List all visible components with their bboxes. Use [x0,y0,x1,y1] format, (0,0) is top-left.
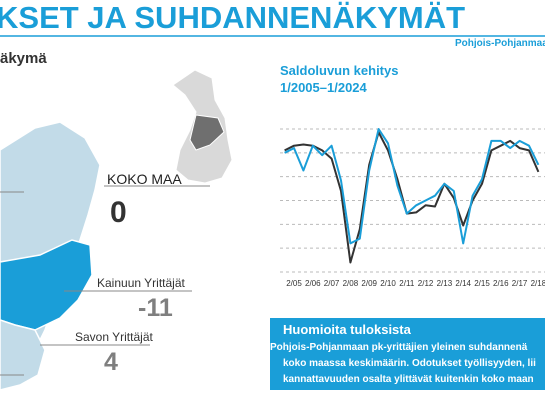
section-title: äkymä [0,50,47,67]
x-tick-label: 2/12 [418,279,434,288]
x-tick-label: 2/18 [531,279,545,288]
region-map [0,121,101,391]
x-tick-label: 2/08 [343,279,359,288]
series-group [284,128,540,264]
plot: 2/05 2/06 2/07 2/08 2/09 2/10 2/11 2/12 2/13 2/14… [280,128,545,288]
x-tick-label: 2/09 [361,279,377,288]
series-line [284,131,540,264]
finland-inset [172,69,233,184]
map-label: Kainuun Yrittäjät [97,276,186,290]
x-tick-label: 2/15 [474,279,490,288]
region-label: Pohjois-Pohjanmaan [455,38,545,49]
map-value: 0 [110,196,127,229]
page-title: KSET JA SUHDANNENÄKYMÄT [0,0,465,35]
notes-title: Huomioita tuloksista [283,322,412,337]
map-label: KOKO MAA [107,171,182,187]
x-tick-label: 2/13 [437,279,453,288]
x-tick-label: 2/10 [380,279,396,288]
notes-line: koko maassa keskimäärin. Odotukset työll… [283,358,536,369]
x-tick-label: 2/11 [399,279,415,288]
x-tick-label: 2/07 [324,279,340,288]
map-value: 4 [104,348,118,376]
x-tick-label: 2/05 [286,279,302,288]
x-tick-label: 2/06 [305,279,321,288]
notes-box [270,318,545,390]
map-label: Savon Yrittäjät [75,330,153,344]
map-value: -11 [138,294,173,322]
x-tick-label: 2/16 [493,279,509,288]
notes-line: Pohjois-Pohjanmaan pk-yrittäjien yleinen… [270,342,528,353]
chart-title: Saldoluvun kehitys [280,63,398,78]
x-tick-label: 2/14 [455,279,471,288]
notes-line: kannattavuuden osalta ylittävät kuitenki… [283,374,534,385]
chart-subtitle: 1/2005–1/2024 [280,80,368,95]
series-line [284,128,540,245]
x-tick-label: 2/17 [512,279,528,288]
